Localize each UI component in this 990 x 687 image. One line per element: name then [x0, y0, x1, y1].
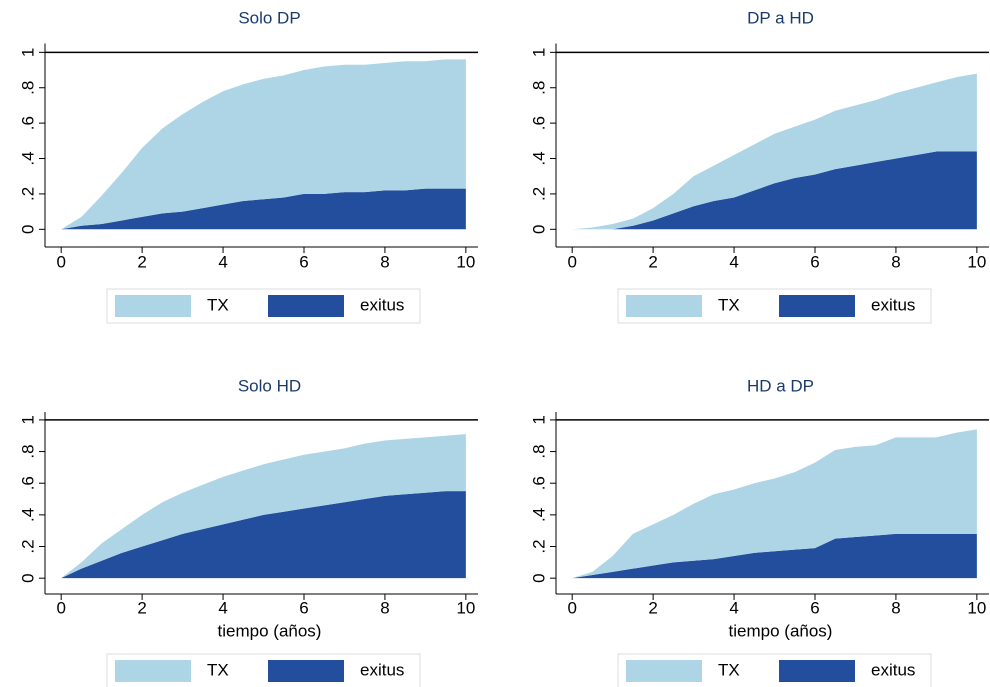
panel-title: DP a HD — [747, 8, 814, 27]
x-tick-label: 2 — [648, 598, 657, 617]
legend-swatch — [626, 660, 702, 682]
x-tick-label: 4 — [218, 598, 227, 617]
y-tick-label: 0 — [18, 225, 37, 234]
legend-swatch — [268, 660, 344, 682]
legend-label: exitus — [871, 295, 915, 314]
x-axis-label: tiempo (años) — [218, 621, 322, 640]
panel-title: Solo HD — [238, 376, 301, 395]
y-tick-label: .4 — [529, 151, 548, 165]
panel-title: HD a DP — [747, 376, 814, 395]
x-tick-label: 6 — [299, 598, 308, 617]
x-tick-label: 0 — [567, 252, 576, 271]
y-tick-label: 1 — [18, 415, 37, 424]
legend: TX exitus — [106, 288, 421, 324]
y-tick-label: .6 — [18, 476, 37, 490]
y-tick-label: .8 — [18, 81, 37, 95]
x-axis-label: tiempo (años) — [729, 621, 833, 640]
y-tick-label: .2 — [18, 539, 37, 553]
legend: TX exitus — [617, 653, 932, 687]
x-tick-label: 10 — [456, 252, 475, 271]
y-tick-label: .8 — [529, 81, 548, 95]
legend-label: exitus — [360, 295, 404, 314]
y-tick-label: .6 — [529, 476, 548, 490]
area — [61, 434, 466, 579]
x-tick-label: 2 — [648, 252, 657, 271]
legend-label: TX — [718, 295, 740, 314]
x-tick-label: 10 — [967, 598, 986, 617]
area — [61, 188, 466, 230]
x-tick-label: 8 — [380, 252, 389, 271]
area — [61, 59, 466, 230]
panel-title: Solo DP — [238, 8, 300, 27]
area — [572, 73, 977, 230]
y-tick-label: 1 — [529, 48, 548, 57]
y-tick-label: 0 — [529, 225, 548, 234]
x-tick-label: 2 — [137, 252, 146, 271]
x-tick-label: 4 — [729, 598, 738, 617]
legend-label: exitus — [871, 660, 915, 679]
y-tick-label: 1 — [529, 415, 548, 424]
legend-swatch — [779, 295, 855, 317]
legend-swatch — [115, 295, 191, 317]
y-tick-label: .6 — [18, 116, 37, 130]
area — [572, 429, 977, 579]
y-tick-label: .4 — [18, 151, 37, 165]
legend-swatch — [115, 660, 191, 682]
x-tick-label: 0 — [567, 598, 576, 617]
x-tick-label: 2 — [137, 598, 146, 617]
legend-swatch — [779, 660, 855, 682]
y-tick-label: .6 — [529, 116, 548, 130]
x-tick-label: 4 — [729, 252, 738, 271]
y-tick-label: .2 — [529, 539, 548, 553]
x-tick-label: 6 — [810, 252, 819, 271]
legend-label: exitus — [360, 660, 404, 679]
legend-label: TX — [207, 660, 229, 679]
y-tick-label: .2 — [529, 187, 548, 201]
x-tick-label: 6 — [810, 598, 819, 617]
x-tick-label: 0 — [56, 252, 65, 271]
y-tick-label: .8 — [18, 444, 37, 458]
x-tick-label: 4 — [218, 252, 227, 271]
legend: TX exitus — [106, 653, 421, 687]
y-tick-label: 0 — [529, 573, 548, 582]
x-tick-label: 0 — [56, 598, 65, 617]
area — [572, 151, 977, 230]
y-tick-label: .2 — [18, 187, 37, 201]
area — [61, 491, 466, 579]
x-tick-label: 10 — [456, 598, 475, 617]
legend-label: TX — [718, 660, 740, 679]
legend-swatch — [626, 295, 702, 317]
y-tick-label: 1 — [18, 48, 37, 57]
legend: TX exitus — [617, 288, 932, 324]
y-tick-label: 0 — [18, 573, 37, 582]
x-tick-label: 10 — [967, 252, 986, 271]
x-tick-label: 8 — [380, 598, 389, 617]
y-tick-label: .4 — [18, 508, 37, 522]
legend-swatch — [268, 295, 344, 317]
x-tick-label: 6 — [299, 252, 308, 271]
y-tick-label: .8 — [529, 444, 548, 458]
y-tick-label: .4 — [529, 508, 548, 522]
legend-label: TX — [207, 295, 229, 314]
area — [572, 533, 977, 579]
x-tick-label: 8 — [891, 252, 900, 271]
x-tick-label: 8 — [891, 598, 900, 617]
